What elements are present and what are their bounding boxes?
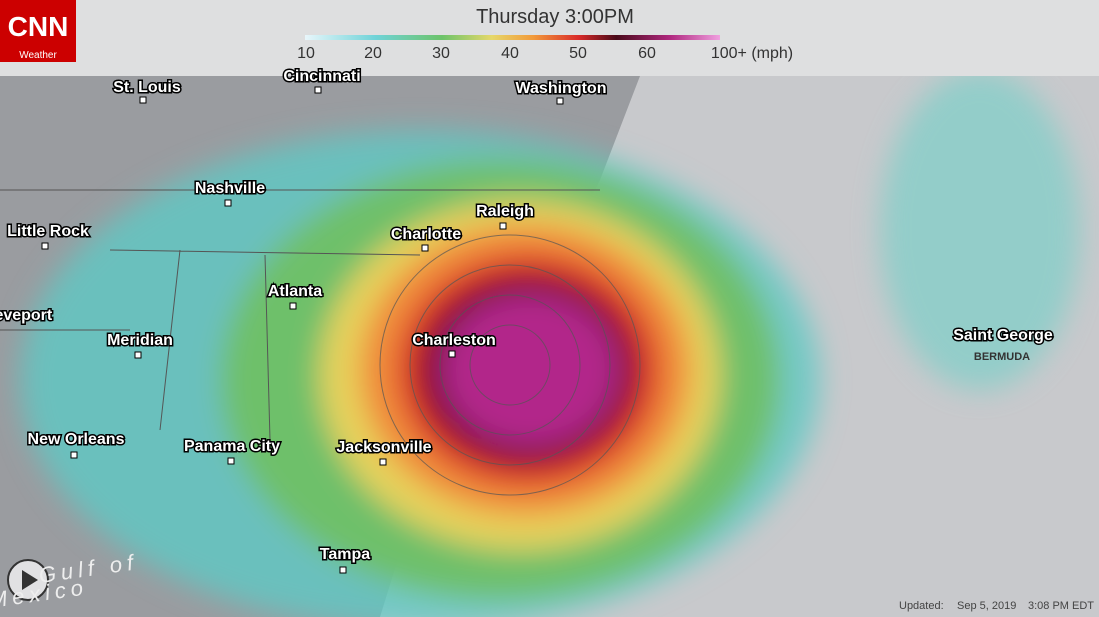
city-label: Cincinnati [283,68,360,85]
city-dot [41,242,49,250]
city-dot [224,199,232,207]
city-label: Washington [516,80,607,97]
legend-label: 50 [569,45,587,62]
pressure-rings [379,234,641,496]
legend-label: 60 [638,45,656,62]
city-dot [289,302,297,310]
updated-label: Updated: [899,600,944,612]
city-dot [227,457,235,465]
borders [0,189,600,441]
city-label: Meridian [107,332,173,349]
legend-label: 40 [501,45,519,62]
city-dot [314,86,322,94]
city-label: Little Rock [7,223,89,240]
city-label: Saint George [953,327,1053,344]
city-label: Charlotte [391,226,461,243]
city-label: Tampa [320,546,370,563]
city-label: Jacksonville [336,439,431,456]
updated-time: 3:08 PM EDT [1028,600,1094,612]
wind-field [20,130,820,617]
logo: CNN [8,11,69,42]
legend-label: 10 [297,45,315,62]
city-label: Nashville [195,180,265,197]
city-label: Charleston [412,332,496,349]
legend-bar [305,35,720,40]
play-icon [22,570,38,590]
city-dot [70,451,78,459]
wind-field-east [880,70,1080,390]
city-label: Raleigh [476,203,534,220]
logo-box [0,0,76,62]
city-dot [379,458,387,466]
city-dot [499,222,507,230]
updated-date: Sep 5, 2019 [957,600,1016,612]
city-label: St. Louis [113,79,181,96]
legend-label: 20 [364,45,382,62]
city-dot [448,350,456,358]
city-label: Shreveport [0,307,53,324]
city-dot [134,351,142,359]
logo-sub: Weather [19,50,57,61]
title: Thursday 3:00PM [476,6,634,28]
city-label: New Orleans [28,431,125,448]
city-dot [556,97,564,105]
region-label: BERMUDA [974,351,1030,363]
city-label: Panama City [184,438,280,455]
city-dot [421,244,429,252]
legend-label: 30 [432,45,450,62]
city-label: Atlanta [268,283,322,300]
city-dot [339,566,347,574]
legend-label: 100+ (mph) [711,45,793,62]
city-dot [139,96,147,104]
